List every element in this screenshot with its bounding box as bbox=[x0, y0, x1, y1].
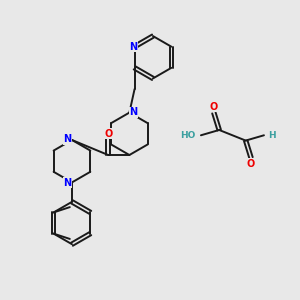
Text: N: N bbox=[129, 42, 137, 52]
Text: HO: HO bbox=[180, 131, 195, 140]
Text: N: N bbox=[63, 134, 71, 144]
Text: O: O bbox=[104, 128, 112, 139]
Text: N: N bbox=[63, 178, 71, 188]
Text: O: O bbox=[210, 102, 218, 112]
Text: N: N bbox=[129, 107, 138, 117]
Text: H: H bbox=[268, 131, 276, 140]
Text: O: O bbox=[247, 158, 255, 169]
